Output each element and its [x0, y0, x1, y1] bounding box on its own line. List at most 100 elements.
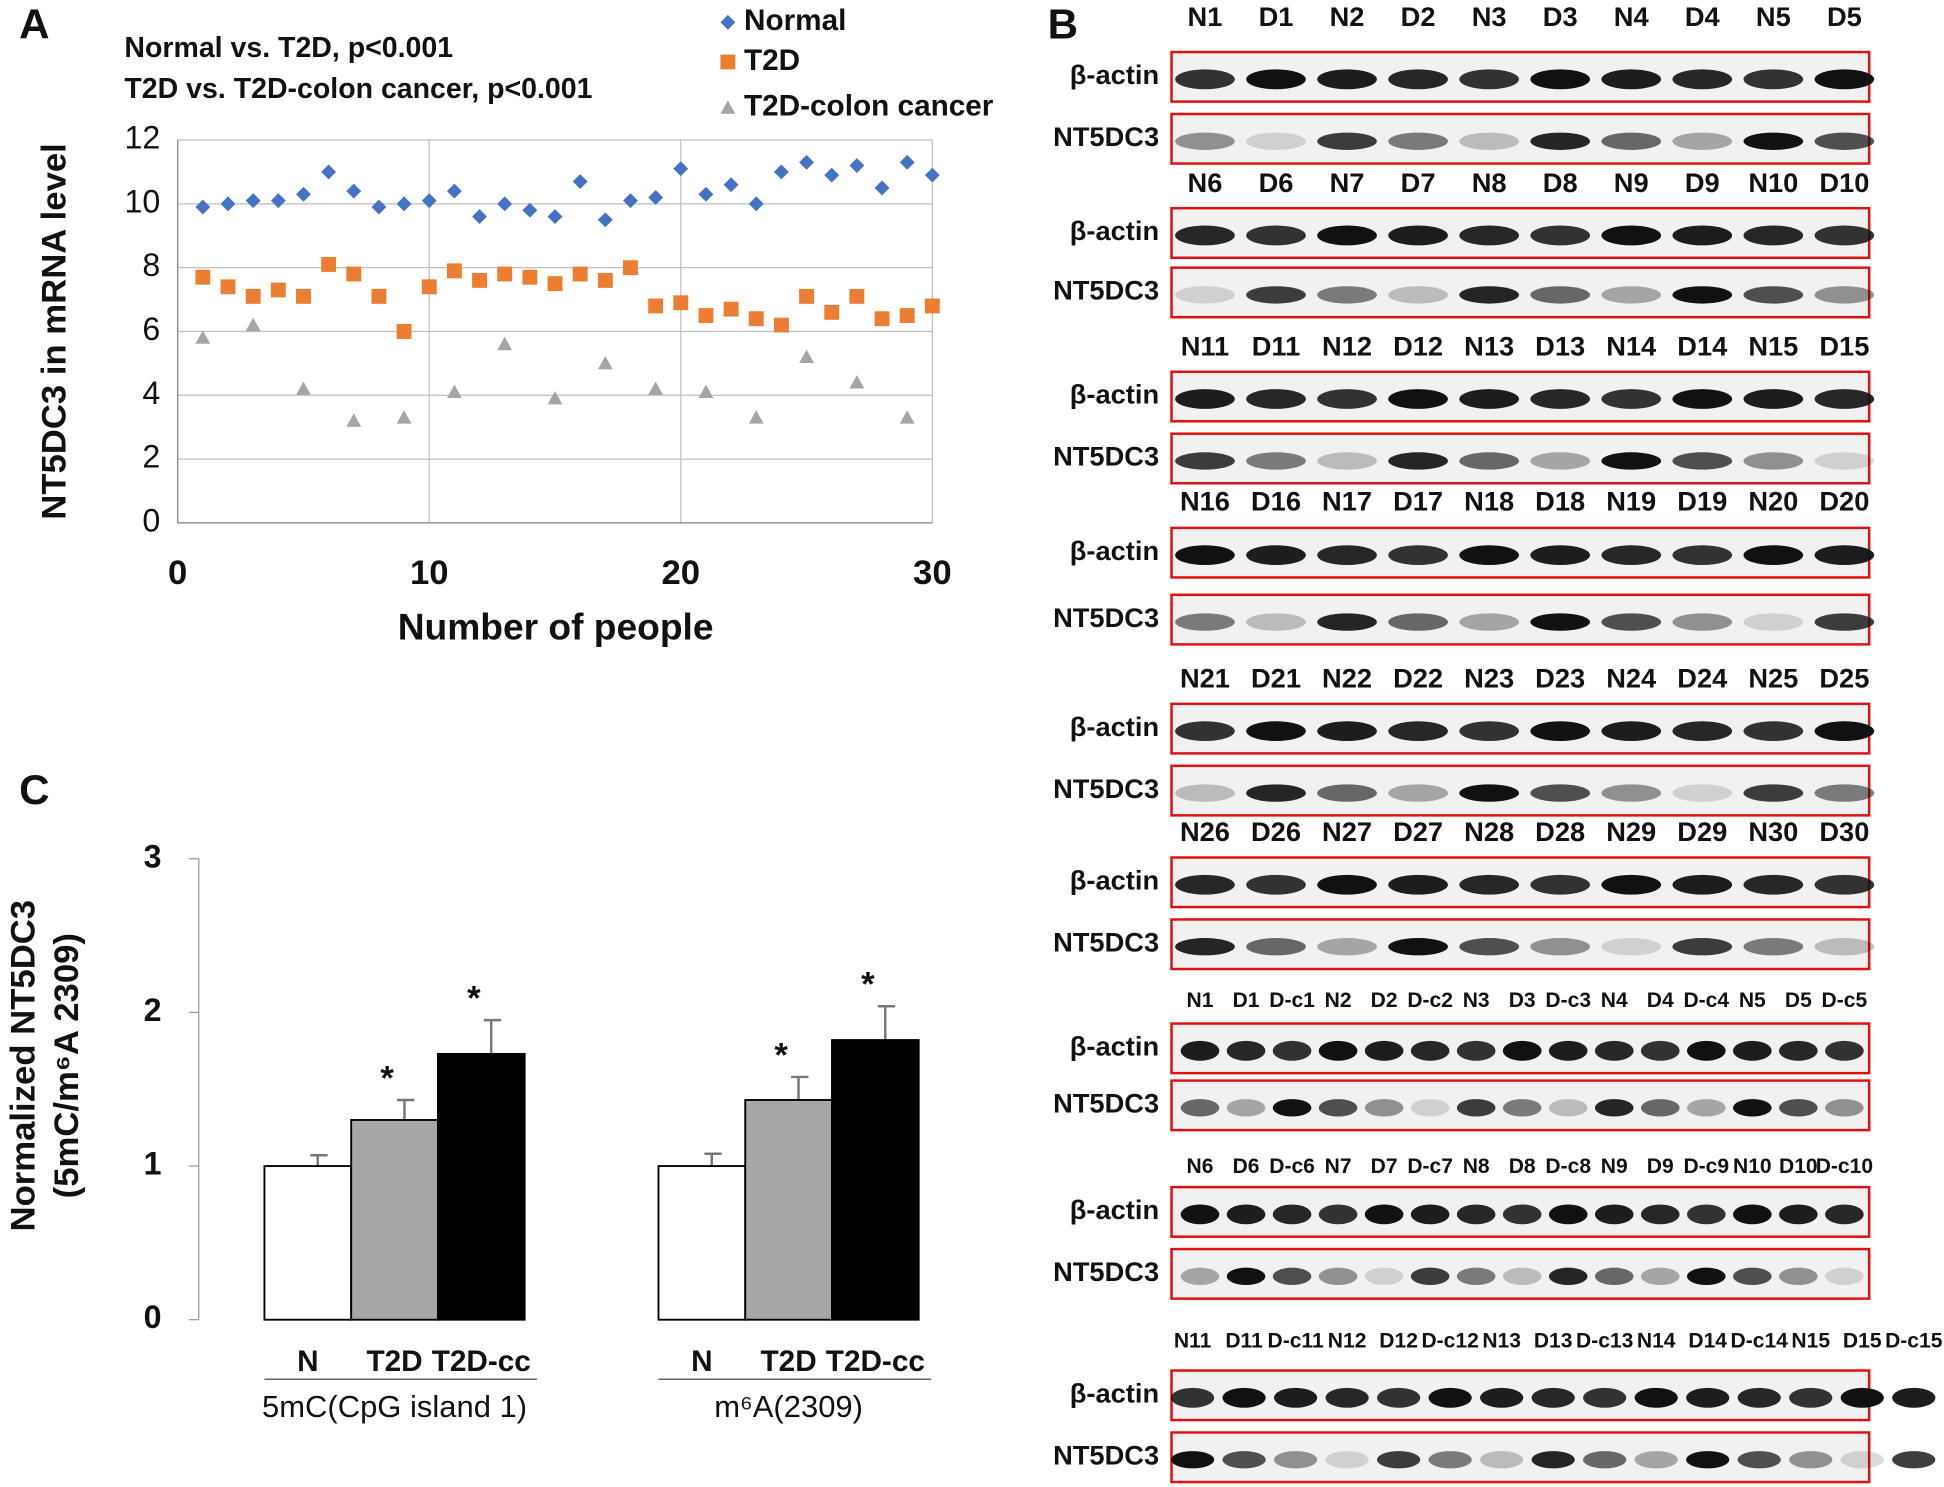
lane-label: N15: [1748, 330, 1798, 361]
y-tick-label: 6: [142, 311, 160, 347]
lane-label: D16: [1251, 485, 1301, 516]
point: [220, 196, 236, 212]
band: [1364, 1267, 1404, 1286]
lane-label: D14: [1688, 1330, 1727, 1353]
band: [1825, 1099, 1864, 1117]
band: [1672, 784, 1733, 802]
significance-mark: *: [380, 1059, 394, 1097]
lane-label: D1: [1233, 989, 1260, 1012]
band: [1672, 545, 1733, 566]
band: [1388, 286, 1448, 304]
row-label: NT5DC3: [1053, 1439, 1159, 1470]
lane-label: D7: [1401, 167, 1436, 198]
band: [1814, 874, 1875, 895]
point: [195, 269, 211, 285]
point: [899, 410, 915, 424]
band: [1672, 225, 1733, 246]
band: [1743, 389, 1804, 409]
band: [1892, 1451, 1936, 1469]
point: [899, 154, 915, 170]
lane-label: N24: [1606, 663, 1657, 694]
lane-label: D-c7: [1407, 1155, 1453, 1178]
lane-label: N12: [1328, 1330, 1367, 1353]
band: [1317, 938, 1377, 956]
band: [1601, 389, 1662, 409]
point: [673, 295, 689, 311]
lane-label: N4: [1601, 989, 1628, 1012]
band: [1743, 69, 1804, 90]
point: [648, 381, 664, 395]
band: [1180, 1040, 1220, 1061]
band: [1459, 721, 1519, 742]
point: [773, 164, 789, 180]
point: [497, 266, 513, 282]
band: [1732, 1040, 1772, 1061]
band: [1686, 1387, 1730, 1408]
lane-label: N17: [1322, 485, 1372, 516]
lane-label: N18: [1464, 485, 1514, 516]
band: [1825, 1204, 1864, 1225]
legend-marker: [720, 54, 736, 70]
band: [1170, 1387, 1215, 1408]
band: [1601, 938, 1662, 956]
row-label: β-actin: [1070, 379, 1159, 410]
lane-label: D4: [1685, 1, 1721, 32]
lane-label: N1: [1188, 1, 1223, 32]
row-label: β-actin: [1070, 1378, 1159, 1409]
point: [346, 266, 362, 282]
row-label: NT5DC3: [1053, 926, 1159, 957]
band: [1246, 225, 1306, 246]
band: [1175, 874, 1235, 895]
band: [1594, 1204, 1634, 1225]
band: [1892, 1387, 1936, 1408]
band: [1318, 1267, 1358, 1286]
band: [1175, 613, 1235, 631]
band: [1531, 1387, 1575, 1408]
band: [1672, 389, 1733, 409]
point: [597, 212, 613, 228]
band: [1317, 452, 1377, 470]
lane-label: D-c12: [1421, 1330, 1478, 1353]
point: [572, 266, 588, 282]
band: [1530, 132, 1591, 150]
lane-label: N27: [1322, 816, 1372, 847]
band: [1737, 1387, 1781, 1408]
point: [698, 384, 714, 399]
annotation: Normal vs. T2D, p<0.001: [124, 32, 453, 64]
band: [1388, 225, 1448, 246]
lane-label: N6: [1188, 167, 1223, 198]
band: [1388, 132, 1448, 150]
band: [1410, 1099, 1450, 1117]
band: [1601, 69, 1662, 90]
band: [1530, 874, 1591, 895]
band: [1814, 132, 1875, 150]
point: [296, 288, 311, 304]
legend-label: Normal: [744, 4, 846, 37]
band: [1459, 389, 1519, 409]
lane-label: D25: [1819, 663, 1869, 694]
lane-label: D6: [1233, 1155, 1260, 1178]
band: [1376, 1387, 1421, 1408]
lane-label: N10: [1748, 167, 1798, 198]
bar: [744, 1099, 833, 1321]
band: [1246, 874, 1306, 895]
band: [1548, 1267, 1588, 1286]
band: [1814, 286, 1875, 304]
band: [1502, 1099, 1542, 1117]
band: [1175, 225, 1235, 246]
lane-label: D-c13: [1576, 1330, 1633, 1353]
bar: [657, 1165, 747, 1321]
band: [1325, 1451, 1369, 1469]
point: [899, 308, 915, 323]
lane-label: N14: [1606, 330, 1657, 361]
lane-label: N6: [1187, 1155, 1214, 1178]
lane-label: D-c14: [1731, 1330, 1789, 1353]
lane-label: N30: [1748, 816, 1798, 847]
row-label: β-actin: [1070, 535, 1159, 566]
band: [1459, 132, 1519, 150]
band: [1814, 389, 1875, 409]
band: [1672, 69, 1733, 90]
band: [1601, 874, 1662, 895]
x-tick-label: T2D: [761, 1345, 817, 1378]
point: [748, 196, 764, 212]
